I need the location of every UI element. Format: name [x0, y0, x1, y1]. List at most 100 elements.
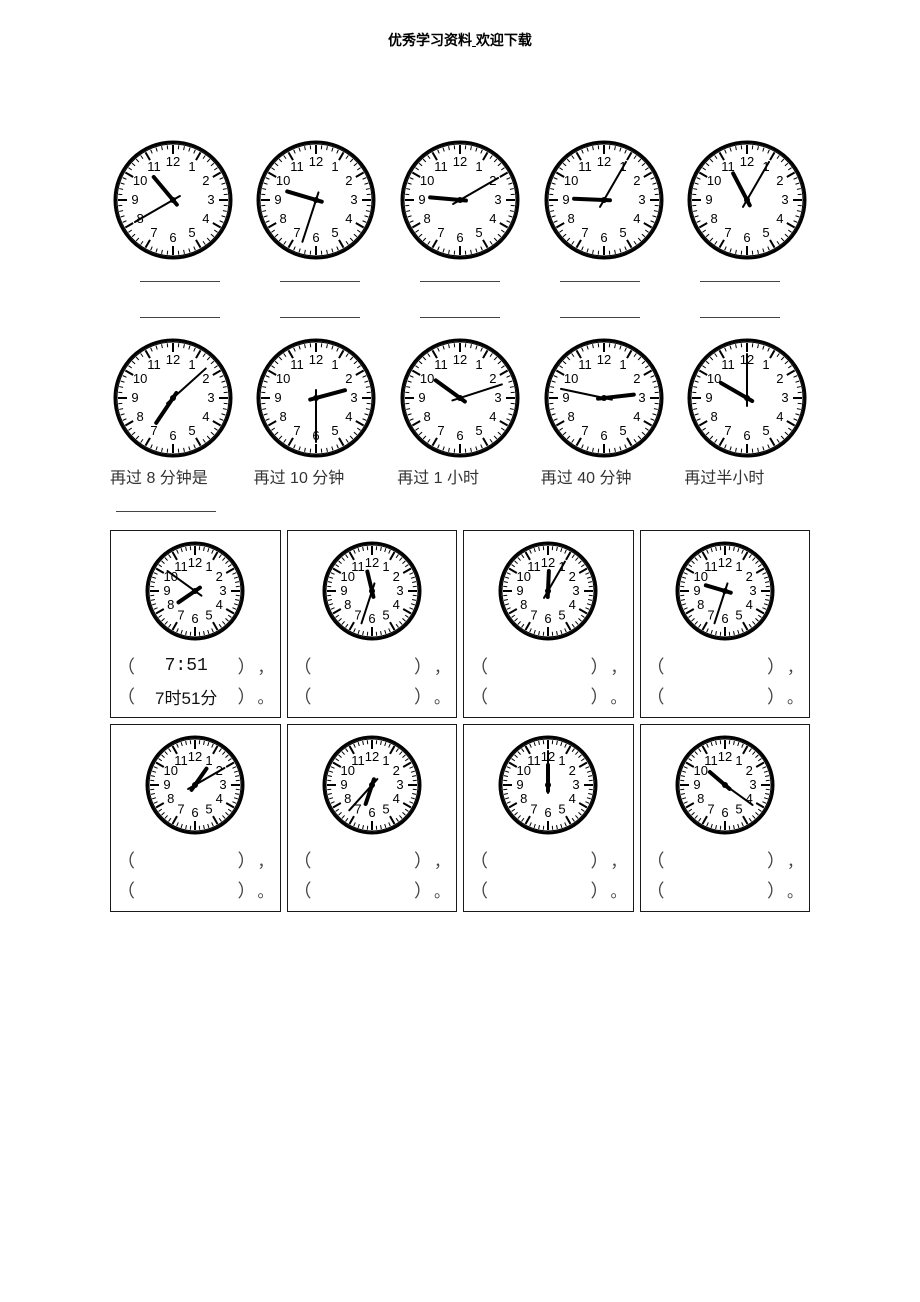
svg-text:5: 5 [188, 225, 195, 240]
svg-text:8: 8 [520, 597, 527, 612]
svg-text:12: 12 [309, 352, 323, 367]
svg-text:4: 4 [489, 211, 496, 226]
paren-open: （ [647, 847, 665, 873]
paren-close: ） [237, 847, 255, 873]
svg-text:10: 10 [563, 173, 577, 188]
svg-text:2: 2 [776, 371, 783, 386]
svg-text:8: 8 [280, 211, 287, 226]
paren-close: ） [767, 683, 785, 709]
svg-text:8: 8 [711, 211, 718, 226]
clock-box: 123456789101112（），（）。 [287, 724, 458, 912]
svg-text:4: 4 [216, 597, 223, 612]
svg-text:9: 9 [275, 390, 282, 405]
svg-text:7: 7 [707, 801, 714, 816]
svg-text:7: 7 [725, 225, 732, 240]
svg-text:9: 9 [562, 192, 569, 207]
punct-period: 。 [610, 684, 626, 708]
svg-text:8: 8 [567, 211, 574, 226]
svg-text:12: 12 [166, 352, 180, 367]
svg-text:5: 5 [206, 801, 213, 816]
svg-text:7: 7 [581, 423, 588, 438]
punct-comma: ， [257, 848, 273, 872]
answer-blank [140, 316, 220, 318]
svg-text:9: 9 [693, 777, 700, 792]
svg-text:1: 1 [332, 357, 339, 372]
answer-blank-row [110, 280, 810, 282]
svg-text:8: 8 [167, 791, 174, 806]
svg-text:6: 6 [456, 230, 463, 245]
svg-text:2: 2 [202, 173, 209, 188]
svg-text:7: 7 [437, 225, 444, 240]
svg-text:12: 12 [188, 555, 202, 570]
svg-text:12: 12 [453, 154, 467, 169]
svg-text:10: 10 [276, 173, 290, 188]
svg-text:8: 8 [344, 597, 351, 612]
svg-text:3: 3 [749, 777, 756, 792]
answer-line-chinese: （）。 [115, 877, 276, 903]
svg-text:9: 9 [418, 192, 425, 207]
svg-text:1: 1 [475, 159, 482, 174]
svg-text:10: 10 [133, 371, 147, 386]
svg-text:5: 5 [475, 225, 482, 240]
answer-line-chinese: （）。 [645, 683, 806, 709]
page-header: 优秀学习资料 欢迎下载 [110, 30, 810, 50]
svg-text:3: 3 [638, 192, 645, 207]
clock-wrap: 123456789101112 [498, 541, 598, 641]
answer-blank [140, 280, 220, 282]
clock-wrap: 123456789101112 [145, 541, 245, 641]
clock-caption: 再过半小时 [684, 464, 810, 488]
paren-close: ） [414, 683, 432, 709]
svg-text:1: 1 [735, 559, 742, 574]
svg-text:4: 4 [202, 211, 209, 226]
svg-text:11: 11 [291, 159, 305, 174]
svg-text:3: 3 [749, 583, 756, 598]
svg-text:4: 4 [633, 409, 640, 424]
svg-text:8: 8 [167, 597, 174, 612]
svg-text:6: 6 [744, 428, 751, 443]
answer-line-digital: （）， [292, 653, 453, 679]
svg-text:10: 10 [276, 371, 290, 386]
svg-text:5: 5 [559, 801, 566, 816]
paren-close: ） [414, 847, 432, 873]
svg-text:1: 1 [206, 559, 213, 574]
svg-text:2: 2 [392, 569, 399, 584]
svg-text:7: 7 [707, 607, 714, 622]
paren-open: （ [117, 847, 135, 873]
answer-blank [420, 280, 500, 282]
svg-text:6: 6 [192, 805, 199, 820]
svg-text:8: 8 [711, 409, 718, 424]
paren-open: （ [117, 683, 135, 709]
svg-text:5: 5 [735, 801, 742, 816]
svg-text:12: 12 [596, 352, 610, 367]
svg-text:3: 3 [220, 583, 227, 598]
svg-text:8: 8 [344, 791, 351, 806]
paren-close: ） [590, 653, 608, 679]
svg-text:4: 4 [346, 211, 353, 226]
svg-text:3: 3 [396, 583, 403, 598]
paren-open: （ [470, 847, 488, 873]
svg-text:9: 9 [418, 390, 425, 405]
svg-text:6: 6 [456, 428, 463, 443]
svg-text:11: 11 [291, 357, 305, 372]
svg-text:11: 11 [528, 753, 542, 768]
svg-text:5: 5 [382, 801, 389, 816]
answer-line-chinese: （）。 [292, 877, 453, 903]
punct-comma: ， [434, 848, 450, 872]
svg-text:4: 4 [392, 597, 399, 612]
svg-text:6: 6 [313, 230, 320, 245]
svg-text:4: 4 [489, 409, 496, 424]
answer-line-digital: （）， [468, 653, 629, 679]
svg-text:9: 9 [693, 583, 700, 598]
clock-cell: 123456789101112 [254, 140, 380, 260]
svg-text:3: 3 [782, 192, 789, 207]
svg-text:9: 9 [340, 777, 347, 792]
answer-blank-row [110, 510, 810, 512]
svg-text:4: 4 [776, 409, 783, 424]
svg-text:3: 3 [494, 192, 501, 207]
answer-blank [116, 510, 216, 512]
svg-text:7: 7 [531, 801, 538, 816]
clock-box: 123456789101112（），（）。 [463, 530, 634, 718]
svg-text:4: 4 [346, 409, 353, 424]
answer-blank-row [110, 316, 810, 318]
svg-text:7: 7 [294, 225, 301, 240]
